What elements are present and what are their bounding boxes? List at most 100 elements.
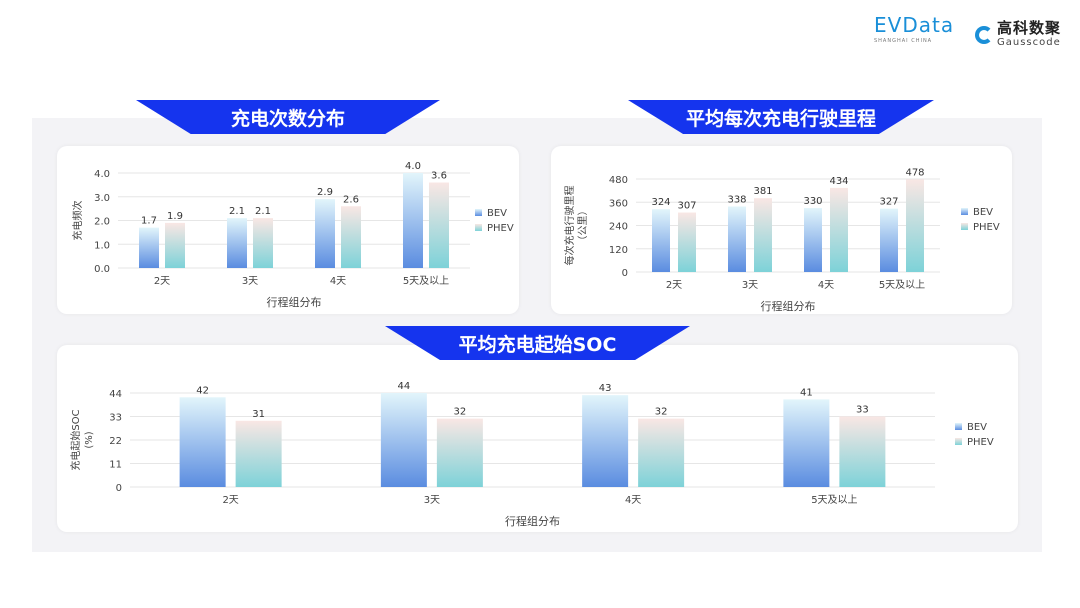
data-label: 1.7 [141,216,157,227]
data-label: 1.9 [167,211,183,222]
chart-soc: 0 11 22 33 44 2天 42 31 3天 44 32 4天 43 32 5天及以上 41 33 行程组分… [69,381,994,528]
data-label: 381 [753,186,772,197]
data-label: 31 [252,409,265,420]
data-label: 2.1 [255,206,271,217]
y-tick-label: 0 [622,268,628,279]
data-label: 307 [677,201,696,212]
y-tick-label: 2.0 [94,217,110,228]
y-tick-label: 4.0 [94,169,110,180]
legend-swatch-bev [475,209,482,216]
bar-phev [253,218,273,268]
data-label: 2.9 [317,187,333,198]
bar-phev [830,187,848,272]
bar-bev [179,397,226,487]
x-tick-label: 3天 [242,276,258,287]
legend-label-bev: BEV [967,422,987,433]
legend-label-bev: BEV [487,208,507,219]
x-axis-label: 行程组分布 [267,295,322,309]
x-tick-label: 4天 [818,280,834,291]
data-label: 324 [651,197,670,208]
evdata-logo: EVData SHANGHAI CHINA [874,14,954,44]
bar-bev [139,227,159,268]
bar-phev [906,179,924,272]
data-label: 2.6 [343,194,359,205]
x-tick-label: 4天 [625,495,641,506]
x-tick-label: 5天及以上 [403,275,449,287]
bar-phev [165,222,185,268]
gausscode-logo-cn: 高科数聚 [997,19,1062,37]
evdata-logo-text: EVData [874,13,955,37]
legend-swatch-phev [475,224,482,231]
data-label: 330 [803,196,822,207]
chart-title-mileage: 平均每次充电行驶里程 [628,100,934,134]
data-label: 32 [454,407,467,418]
x-axis-label: 行程组分布 [505,514,560,528]
chart-card-charge-frequency: 0.0 1.0 2.0 3.0 4.0 2天 1.7 1.9 3天 2.1 2.1 4天 2.9 2.6 5… [57,146,519,314]
chart-card-soc: 0 11 22 33 44 2天 42 31 3天 44 32 4天 43 32 5天及以上 41 33 行程组分… [57,345,1018,532]
y-tick-label: 360 [609,198,628,209]
y-axis-label-unit: (%) [84,431,95,448]
legend-swatch-bev [955,423,962,430]
legend-label-phev: PHEV [967,437,994,448]
bar-phev [678,212,696,272]
legend-label-phev: PHEV [973,222,1000,233]
data-label: 42 [196,385,209,396]
data-label: 2.1 [229,206,245,217]
x-tick-label: 3天 [424,495,440,506]
bar-phev [436,418,483,487]
data-label: 4.0 [405,161,421,172]
y-tick-label: 120 [609,245,628,256]
bar-bev [403,173,423,268]
data-label: 327 [879,197,898,208]
y-tick-label: 1.0 [94,240,110,251]
bar-bev [880,208,898,272]
gausscode-logo: 高科数聚 Gausscode [975,20,1061,49]
data-label: 434 [829,176,848,187]
y-axis-label-unit: （公里） [577,206,589,246]
bar-bev [728,206,746,272]
legend-label-bev: BEV [973,207,993,218]
data-label: 3.6 [431,171,447,182]
x-tick-label: 4天 [330,276,346,287]
y-tick-label: 44 [109,389,122,400]
x-tick-label: 3天 [742,280,758,291]
bar-bev [783,399,830,487]
data-label: 32 [655,407,668,418]
data-label: 338 [727,195,746,206]
y-tick-label: 11 [109,460,122,471]
x-tick-label: 2天 [222,495,238,506]
chart-card-mileage: 0 120 240 360 480 2天 324 307 3天 338 381 4天 330 434 5天及… [551,146,1012,314]
data-label: 33 [856,405,869,416]
x-tick-label: 2天 [666,280,682,291]
x-axis-label: 行程组分布 [761,299,816,313]
data-label: 478 [905,167,924,178]
bar-phev [638,418,685,487]
gausscode-logo-en: Gausscode [997,37,1061,48]
y-tick-label: 480 [609,175,628,186]
gausscode-logo-icon [975,25,993,44]
y-tick-label: 240 [609,222,628,233]
evdata-logo-sub: SHANGHAI CHINA [874,38,933,44]
y-tick-label: 0 [116,483,122,494]
y-tick-label: 3.0 [94,193,110,204]
y-tick-label: 33 [109,413,122,424]
bar-bev [227,218,247,268]
bar-bev [582,395,629,487]
y-tick-label: 22 [109,436,122,447]
bar-phev [754,198,772,272]
y-tick-label: 0.0 [94,264,110,275]
legend-swatch-bev [961,208,968,215]
bar-bev [380,393,427,487]
data-label: 44 [398,381,411,392]
bar-phev [429,182,449,268]
y-axis-label: 充电频次 [71,201,84,241]
chart-charge-frequency: 0.0 1.0 2.0 3.0 4.0 2天 1.7 1.9 3天 2.1 2.1 4天 2.9 2.6 5… [71,161,514,309]
bar-phev [235,420,282,487]
data-label: 43 [599,383,612,394]
bar-bev [652,209,670,272]
bar-bev [315,199,335,268]
legend-swatch-phev [955,438,962,445]
bar-phev [839,416,886,487]
x-tick-label: 5天及以上 [811,494,857,506]
